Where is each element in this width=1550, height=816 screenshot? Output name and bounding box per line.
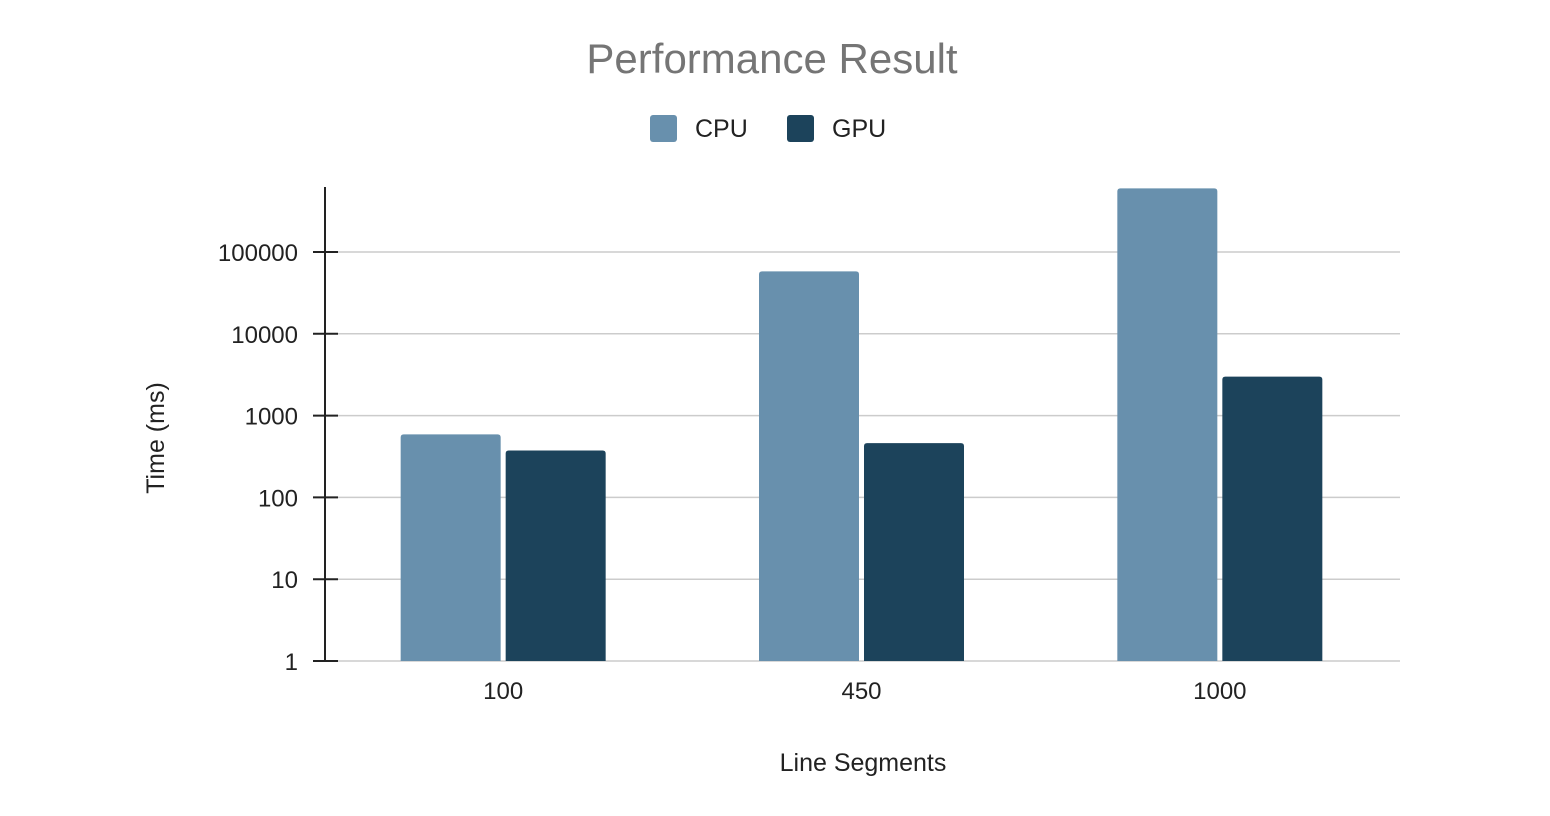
bar-cpu-100 bbox=[400, 434, 501, 661]
bar-cpu-450 bbox=[759, 271, 859, 661]
x-axis-title: Line Segments bbox=[780, 749, 947, 777]
y-axis-title: Time (ms) bbox=[142, 382, 170, 494]
x-tick-label: 450 bbox=[841, 678, 881, 705]
x-tick-label: 100 bbox=[483, 678, 523, 705]
x-axis-ticks: 100 450 1000 bbox=[483, 678, 1246, 705]
legend-swatch-gpu bbox=[787, 115, 814, 142]
bar-gpu-1000 bbox=[1222, 376, 1323, 661]
y-tick-label: 10000 bbox=[231, 322, 298, 349]
y-tick-label: 1 bbox=[285, 649, 298, 676]
y-tick-label: 10 bbox=[271, 567, 298, 594]
y-tick-label: 100 bbox=[258, 485, 298, 512]
y-tick-label: 1000 bbox=[245, 404, 298, 431]
bar-gpu-100 bbox=[505, 450, 606, 661]
y-tick-label: 100000 bbox=[218, 240, 298, 267]
chart-title: Performance Result bbox=[586, 35, 957, 82]
bar-cpu-1000 bbox=[1117, 188, 1218, 661]
legend-label-cpu: CPU bbox=[695, 115, 748, 143]
legend-swatch-cpu bbox=[650, 115, 677, 142]
bars bbox=[400, 188, 1323, 661]
x-tick-label: 1000 bbox=[1193, 678, 1246, 705]
axes bbox=[313, 187, 338, 662]
y-axis-ticks: 1 10 100 1000 10000 100000 bbox=[218, 240, 298, 676]
bar-gpu-450 bbox=[864, 443, 964, 661]
legend-label-gpu: GPU bbox=[832, 115, 886, 143]
legend: CPU GPU bbox=[650, 115, 886, 143]
gridlines bbox=[325, 251, 1400, 662]
